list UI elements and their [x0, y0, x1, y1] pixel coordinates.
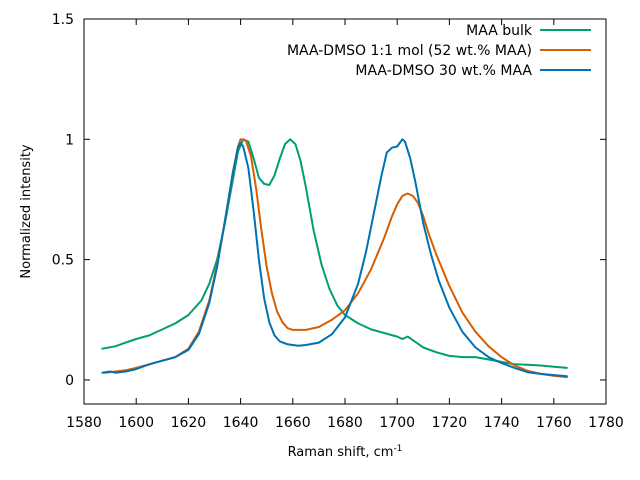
x-tick-label: 1700: [379, 415, 415, 431]
series-layer: [101, 138, 568, 379]
x-axis-title-superscript: -1: [393, 444, 402, 454]
y-tick-label: 1.5: [52, 12, 74, 28]
x-tick-label: 1780: [588, 415, 624, 431]
x-axis-title-main: Raman shift, cm: [288, 445, 394, 460]
legend: MAA bulk MAA-DMSO 1:1 mol (52 wt.% MAA) MA…: [287, 23, 591, 79]
x-tick-label: 1580: [66, 415, 102, 431]
x-axis-title: Raman shift, cm-1: [288, 444, 403, 460]
tick-labels-layer: 1580 1600 1620 1640 1660 1680 1700 1720 1740 1760…: [52, 12, 624, 431]
legend-label-1: MAA bulk: [466, 23, 533, 39]
legend-label-2: MAA-DMSO 1:1 mol (52 wt.% MAA): [287, 43, 532, 59]
x-tick-label: 1680: [327, 415, 363, 431]
y-tick-label: 1: [65, 132, 74, 148]
x-tick-label: 1620: [171, 415, 207, 431]
x-tick-label: 1640: [223, 415, 259, 431]
x-tick-label: 1760: [536, 415, 572, 431]
plot-frame: [83, 18, 607, 405]
x-tick-label: 1660: [275, 415, 311, 431]
x-tick-label: 1740: [484, 415, 520, 431]
legend-label-3: MAA-DMSO 30 wt.% MAA: [355, 63, 532, 79]
y-tick-label: 0: [65, 373, 74, 389]
y-axis-title: Normalized intensity: [19, 144, 34, 279]
series-line-1: [101, 138, 568, 369]
y-tick-label: 0.5: [52, 253, 74, 269]
x-tick-label: 1720: [432, 415, 468, 431]
x-tick-label: 1600: [118, 415, 154, 431]
series-line-3: [101, 138, 568, 378]
